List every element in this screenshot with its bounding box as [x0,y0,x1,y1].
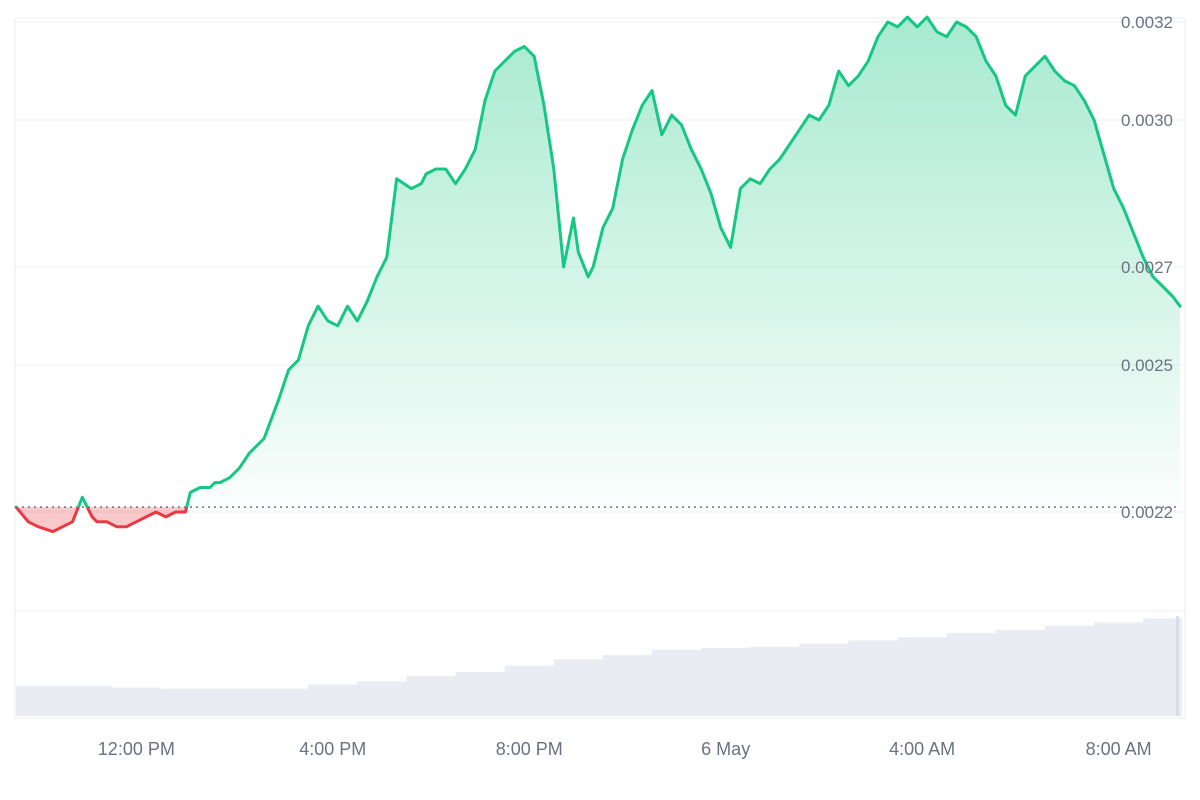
volume-current-bar [1176,616,1179,716]
y-axis-labels: 0.0022 0.0025 0.0027 0.0030 0.0032 [1121,13,1173,522]
y-tick-label: 0.0025 [1121,356,1173,375]
x-tick-label: 4:00 AM [889,739,955,759]
price-areas [16,17,1180,532]
price-line-up [14,15,1182,508]
x-axis-labels: 12:00 PM 4:00 PM 8:00 PM 6 May 4:00 AM 8:00 A… [98,739,1152,759]
x-tick-label: 6 May [701,739,750,759]
x-tick-label: 4:00 PM [299,739,366,759]
y-tick-label: 0.0030 [1121,111,1173,130]
volume-bars [16,616,1182,716]
chart-border [14,17,1186,719]
y-tick-label: 0.0027 [1121,258,1173,277]
x-tick-label: 12:00 PM [98,739,175,759]
y-tick-label: 0.0022 [1121,503,1173,522]
x-tick-label: 8:00 PM [496,739,563,759]
price-lines [14,15,1182,534]
area-above-baseline [16,17,1180,508]
area-below-baseline [16,507,187,532]
volume-area [16,618,1182,716]
y-tick-label: 0.0032 [1121,13,1173,32]
x-tick-label: 8:00 AM [1086,739,1152,759]
